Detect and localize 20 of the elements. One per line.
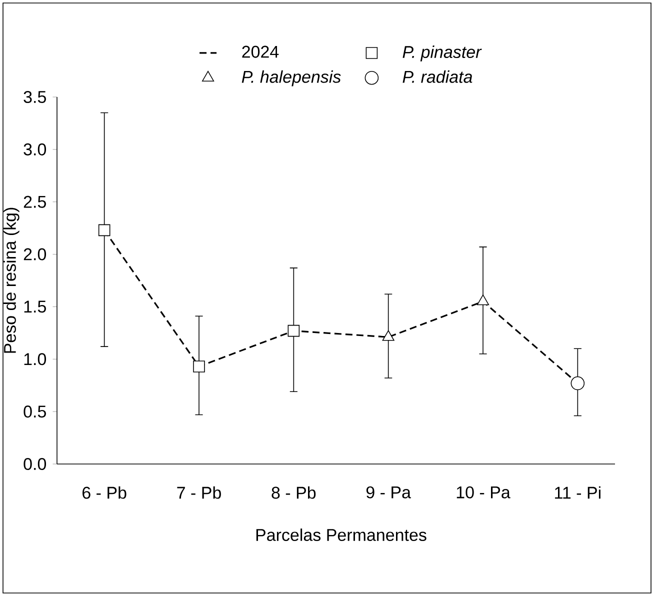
legend-label: 2024 [242,46,279,58]
x-tick-label: 11 - Pi [555,486,600,499]
x-axis-title: Parcelas Permanentes [256,528,426,542]
x-tick-label: 8 - Pb [272,486,316,499]
y-tick-label: 2.0 [24,248,46,260]
x-tick-label: 6 - Pb [82,486,126,499]
legend-label: P. halepensis [242,70,341,86]
y-tick-label: 2.5 [24,196,46,208]
legend-label: P. pinaster [402,46,482,62]
y-tick-label: 0.5 [24,406,46,418]
y-tick-label: 1.0 [24,353,46,366]
x-tick-label: 10 - Pa [456,486,510,498]
x-tick-label: 9 - Pa [366,486,411,498]
y-tick-label: 1.5 [24,300,46,313]
y-axis-title: Peso de resina (kg) [3,208,20,353]
legend-label: P. radiata [402,70,472,83]
y-tick-label: 0.0 [24,458,46,470]
x-tick-label: 7 - Pb [177,486,221,499]
y-tick-label: 3.0 [24,143,46,156]
y-tick-label: 3.5 [24,90,46,104]
